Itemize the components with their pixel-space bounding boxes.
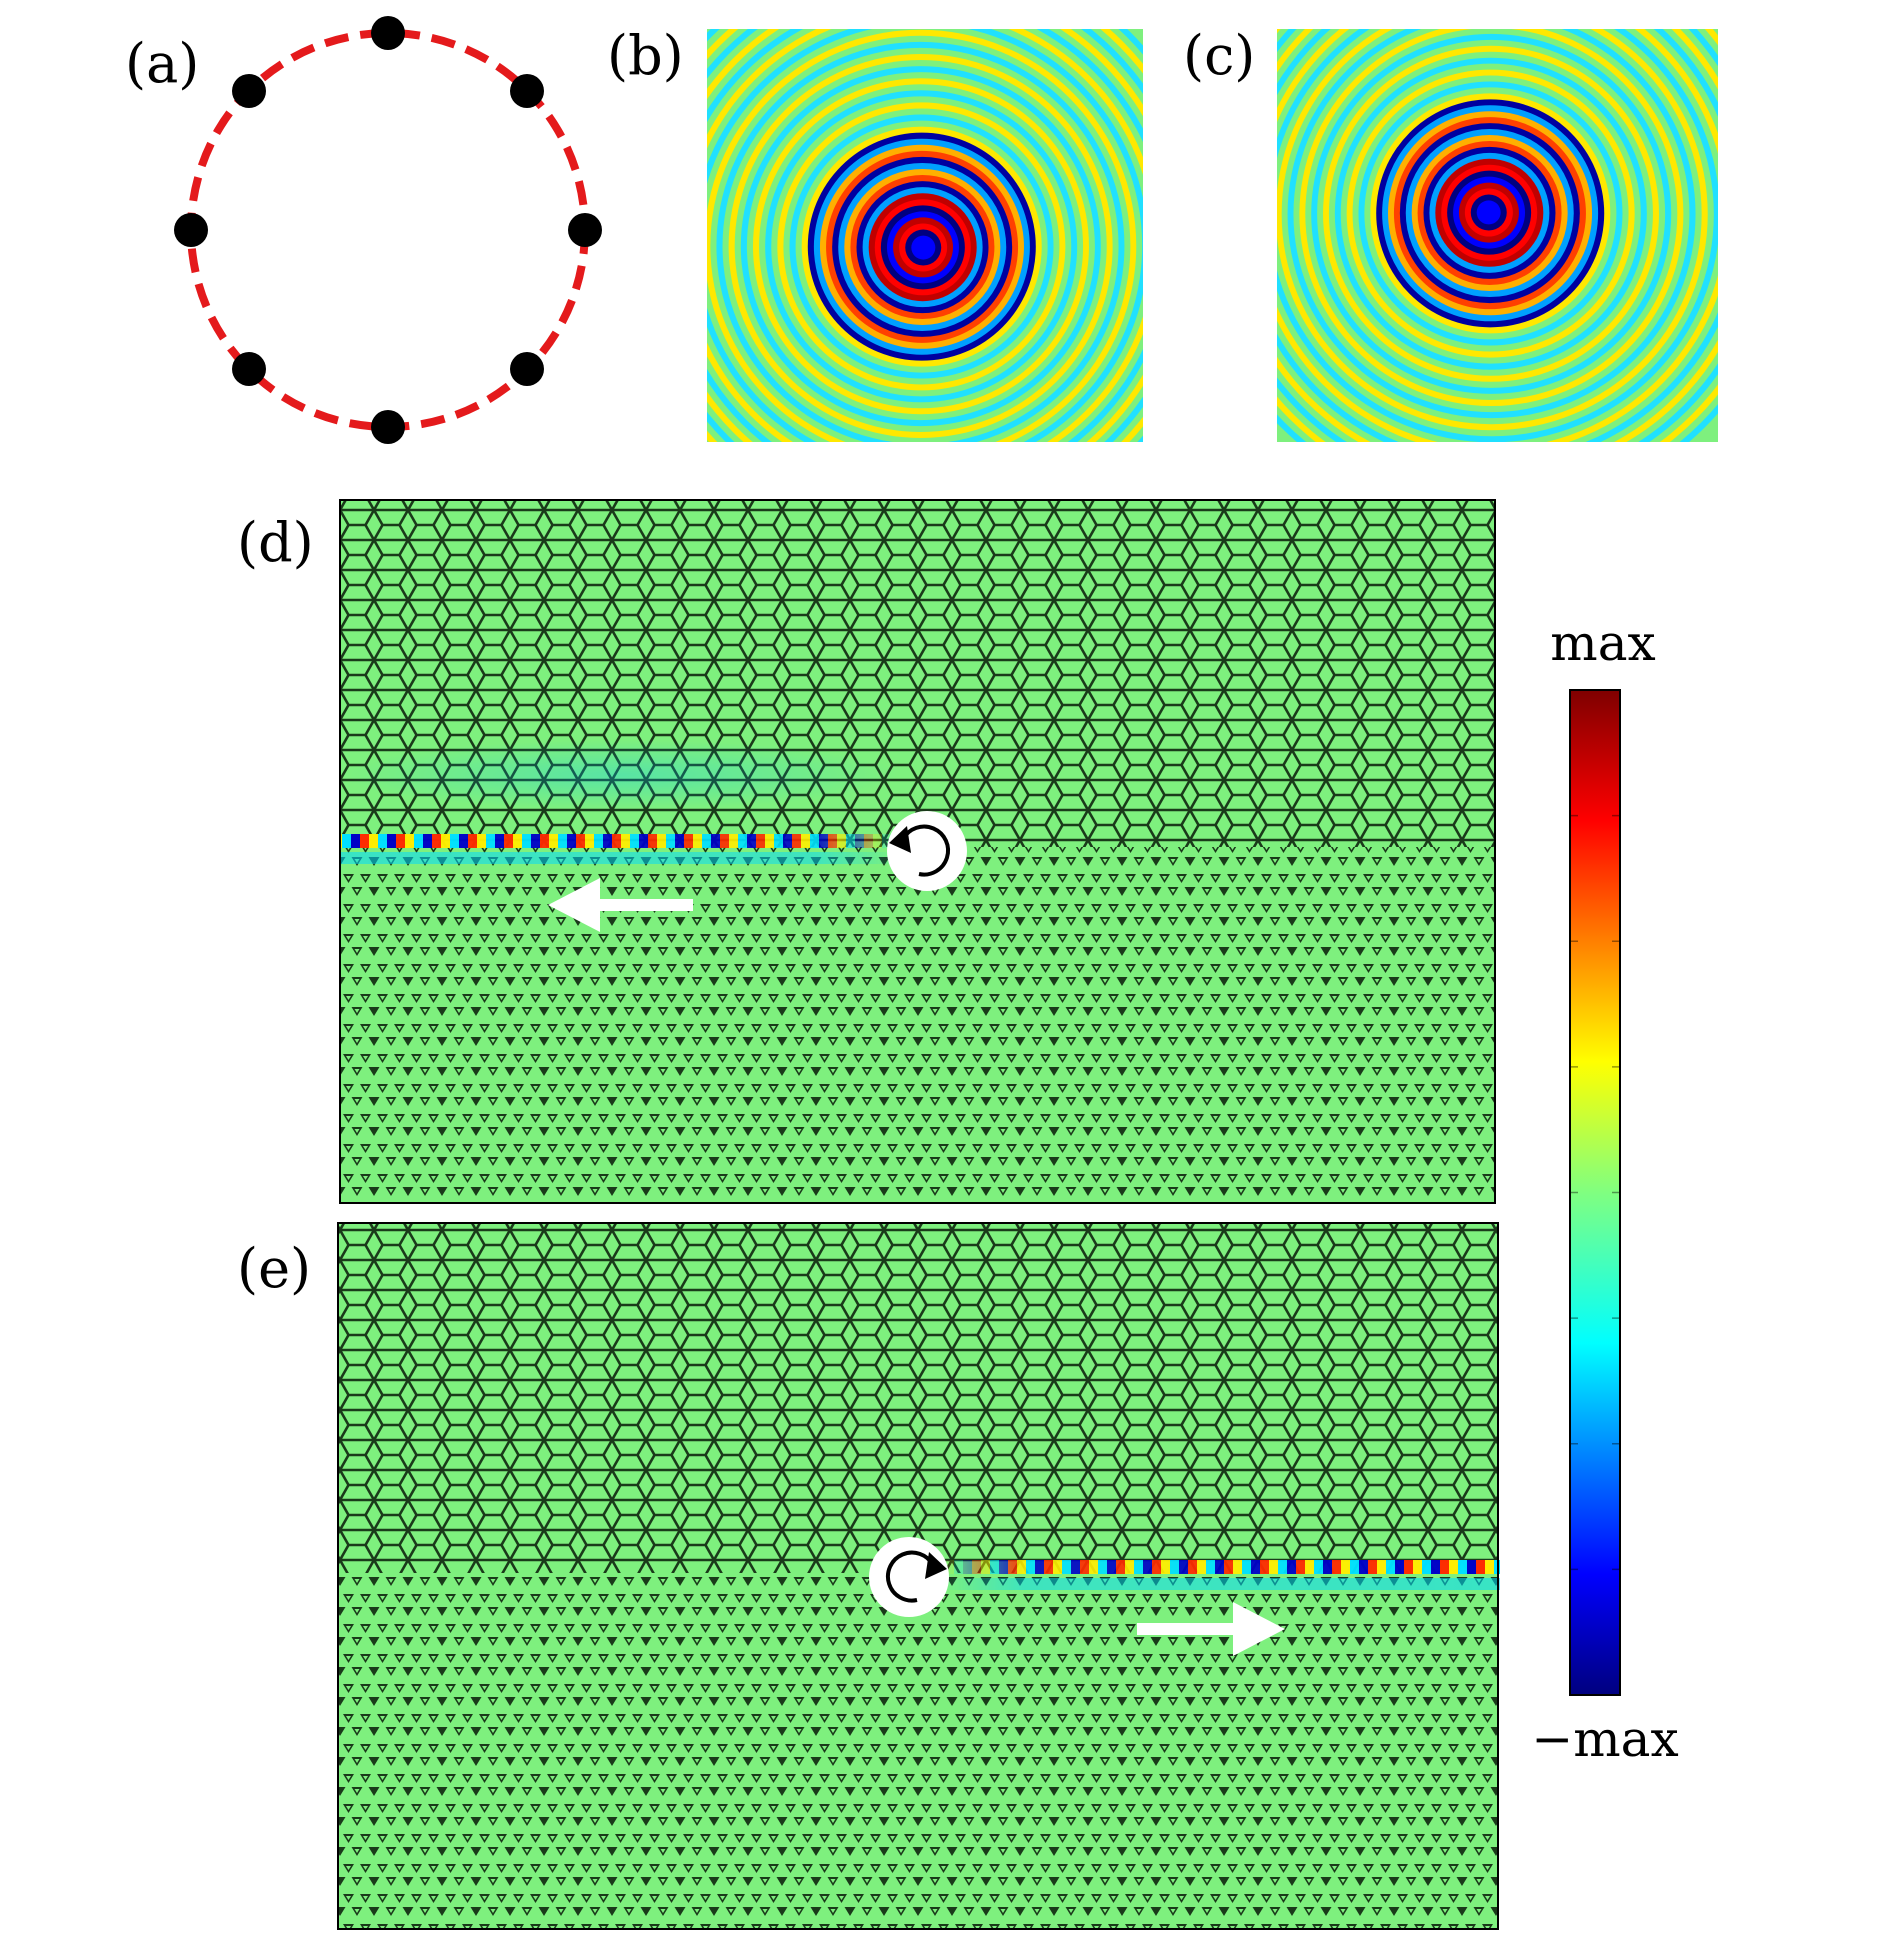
ring-dot — [232, 74, 266, 108]
colorbar-min-label: −max — [1531, 1710, 1678, 1768]
spiral-ring — [1476, 200, 1501, 225]
spiral-field-b — [707, 29, 1143, 442]
colorbar-max-label: max — [1550, 614, 1655, 672]
ring-dot — [510, 74, 544, 108]
lattice-field-d — [339, 499, 1496, 1204]
right-arrow-icon — [1137, 1602, 1285, 1656]
panel-a-label: (a) — [125, 32, 199, 95]
spiral-rings-b — [707, 29, 1143, 442]
ring-dots — [174, 16, 602, 444]
ring-dot — [371, 410, 405, 444]
left-arrow-icon — [548, 878, 693, 932]
ring-dot — [232, 352, 266, 386]
lower-lattice-e — [338, 1573, 1498, 1929]
spiral-ring — [911, 235, 936, 260]
ring-dot — [568, 213, 602, 247]
colorbar-ticks — [1570, 814, 1620, 1571]
ring-dot — [510, 352, 544, 386]
edge-wave-e — [940, 1538, 1500, 1590]
colorbar: max −max — [1531, 614, 1678, 1768]
panel-d-label: (d) — [237, 511, 314, 574]
ring-dot — [174, 213, 208, 247]
upper-lattice-e — [338, 1223, 1498, 1573]
panel-a: (a) — [125, 16, 602, 444]
panel-e-label: (e) — [237, 1237, 311, 1300]
ring-dot — [371, 16, 405, 50]
spiral-field-c — [1277, 29, 1718, 442]
panel-c-label: (c) — [1183, 24, 1255, 87]
spiral-rings-c — [1277, 29, 1718, 442]
edge-wave-d — [340, 812, 900, 864]
panel-b-label: (b) — [607, 24, 684, 87]
clockwise-rotation-icon — [869, 1537, 949, 1617]
lattice-field-e — [337, 1222, 1500, 1930]
lower-lattice-d — [340, 847, 1495, 1203]
counterclockwise-rotation-icon — [887, 811, 967, 891]
colorbar-gradient — [1569, 689, 1621, 1696]
